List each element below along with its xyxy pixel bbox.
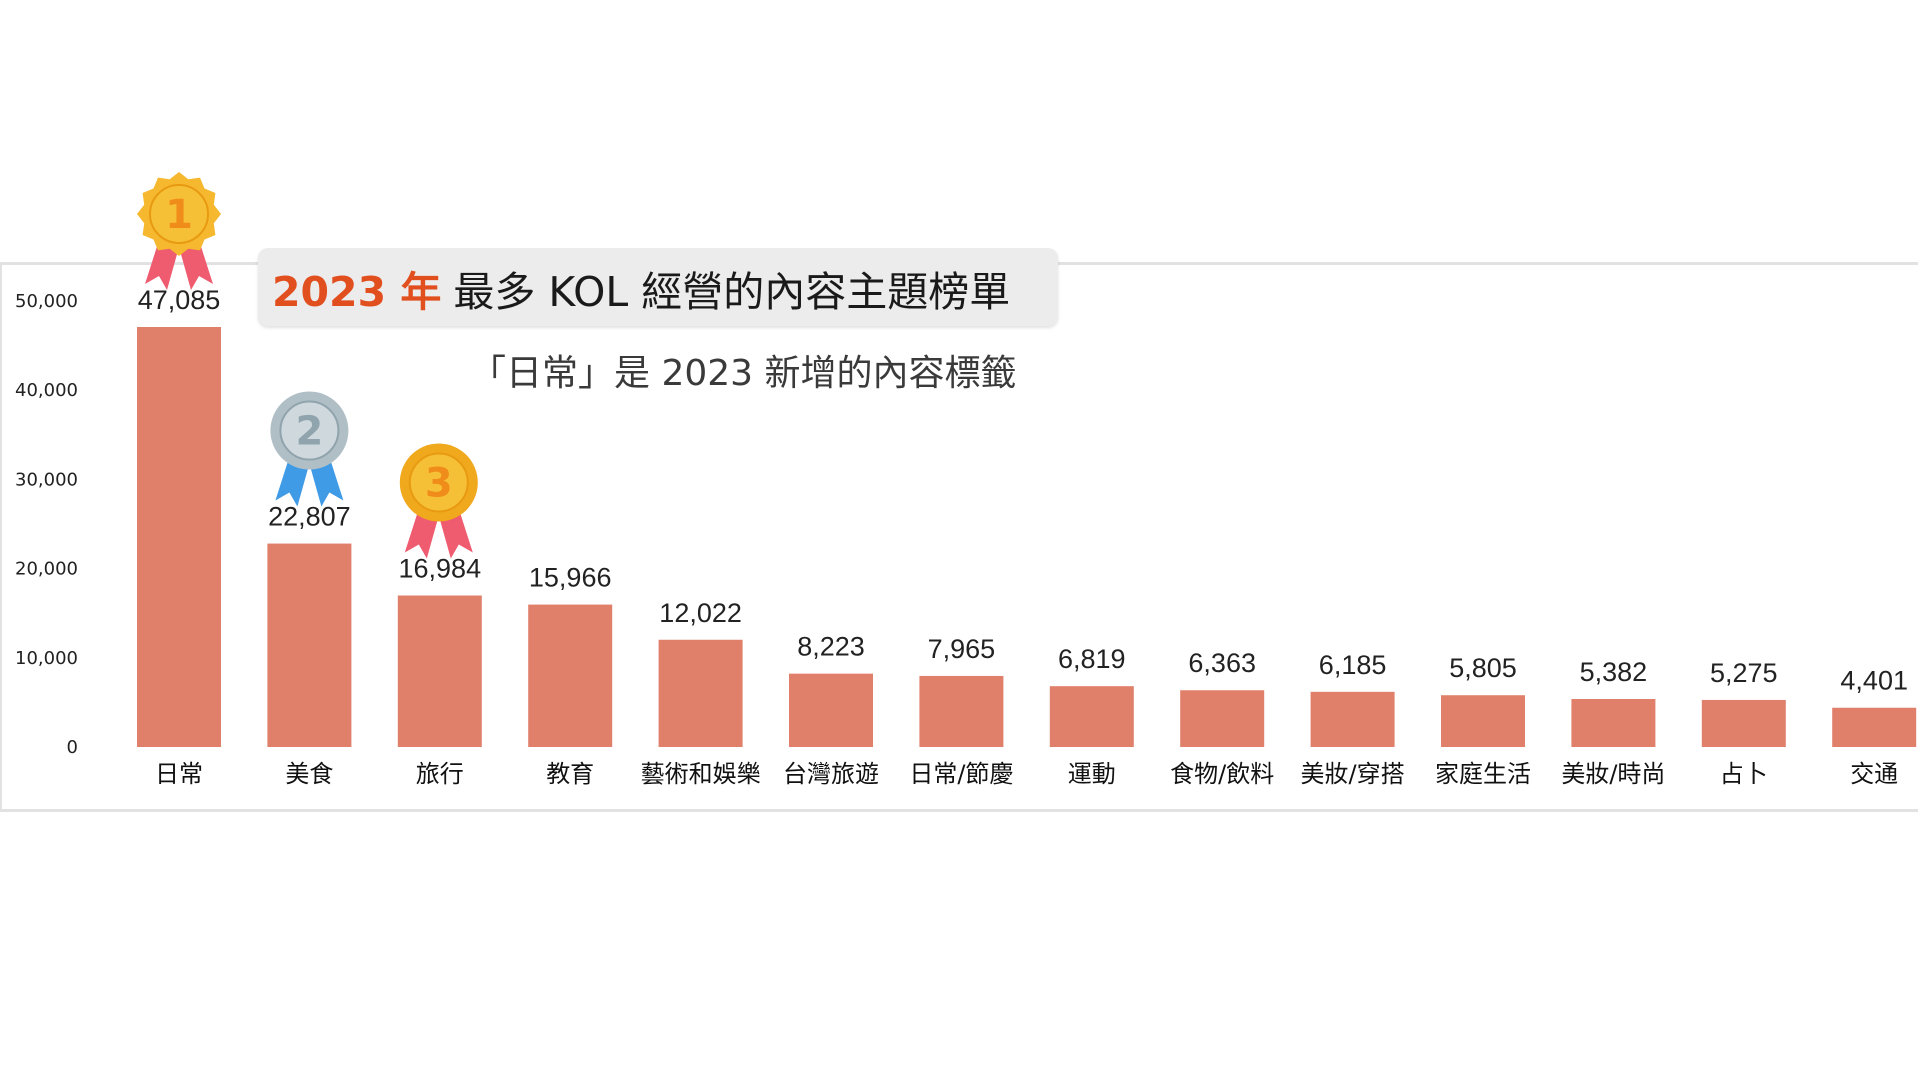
medal-rank-label: 3 — [425, 461, 453, 507]
category-label: 運動 — [1068, 760, 1116, 788]
category-label: 家庭生活 — [1435, 760, 1531, 788]
chart-subtitle: 「日常」是 2023 新增的內容標籤 — [470, 353, 1017, 394]
category-label: 食物/飲料 — [1170, 760, 1274, 788]
medal-inner — [408, 452, 469, 513]
title-accent: 2023 年 — [272, 268, 442, 316]
bar — [789, 673, 873, 747]
bar — [1701, 699, 1786, 747]
bar — [658, 639, 743, 747]
value-label: 7,965 — [928, 634, 996, 664]
category-label: 藝術和娛樂 — [641, 760, 761, 788]
value-label: 5,275 — [1710, 658, 1778, 688]
category-label: 占卜 — [1720, 760, 1768, 788]
category-label: 美妝/穿搭 — [1301, 760, 1405, 788]
bar — [397, 595, 482, 747]
y-tick-label: 30,000 — [15, 469, 78, 490]
title-box — [258, 248, 1058, 326]
bar — [267, 543, 352, 747]
category-label: 交通 — [1850, 760, 1898, 788]
category-label: 美食 — [285, 760, 333, 788]
value-label: 6,363 — [1188, 648, 1256, 678]
category-label: 教育 — [546, 760, 594, 788]
title-text: 最多 KOL 經營的內容主題榜單 — [453, 268, 1011, 316]
bar — [919, 675, 1004, 747]
value-label: 6,185 — [1319, 650, 1387, 680]
category-label: 日常 — [155, 760, 203, 788]
value-label: 4,401 — [1840, 666, 1908, 696]
value-label: 15,966 — [529, 563, 612, 593]
category-label: 日常/節慶 — [909, 760, 1013, 788]
medal-inner — [279, 400, 340, 461]
value-label: 6,819 — [1058, 644, 1126, 674]
value-label: 12,022 — [659, 598, 742, 628]
bar — [1310, 691, 1395, 747]
value-label: 8,223 — [797, 632, 865, 662]
bar — [1180, 690, 1265, 747]
value-label: 5,805 — [1449, 653, 1517, 683]
chart-title: 2023 年最多 KOL 經營的內容主題榜單 — [272, 258, 1010, 318]
medal-rank-label: 2 — [295, 409, 323, 455]
bar — [1049, 686, 1134, 747]
y-tick-label: 0 — [67, 737, 78, 758]
category-label: 台灣旅遊 — [783, 760, 879, 788]
value-label: 22,807 — [268, 502, 351, 532]
medal-inner — [149, 184, 209, 245]
medal-rank-label: 1 — [165, 192, 193, 238]
category-label: 美妝/時尚 — [1561, 760, 1665, 788]
value-label: 5,382 — [1580, 657, 1648, 687]
category-label: 旅行 — [416, 760, 464, 788]
y-tick-label: 10,000 — [15, 648, 78, 669]
y-tick-label: 50,000 — [15, 291, 78, 312]
y-tick-label: 40,000 — [15, 380, 78, 401]
bar — [528, 604, 613, 747]
bar — [1441, 695, 1525, 747]
y-tick-label: 20,000 — [15, 559, 78, 580]
value-label: 47,085 — [138, 285, 221, 315]
bar — [1571, 698, 1656, 747]
value-label: 16,984 — [399, 554, 482, 584]
bar — [1832, 707, 1917, 747]
bar — [137, 327, 221, 747]
